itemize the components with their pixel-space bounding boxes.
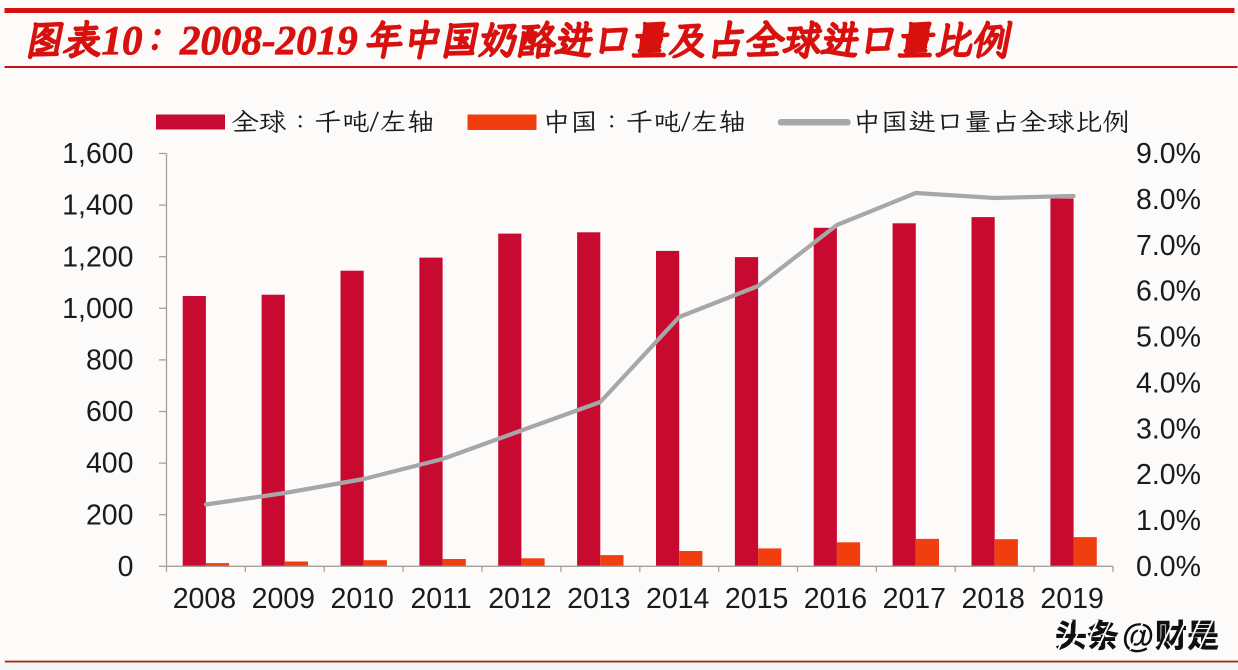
svg-text:2013: 2013 <box>567 583 630 615</box>
svg-text:0.0%: 0.0% <box>1136 551 1201 583</box>
svg-text:@: @ <box>1122 617 1154 654</box>
svg-text:4.0%: 4.0% <box>1136 367 1201 399</box>
svg-text:1,200: 1,200 <box>62 241 133 273</box>
svg-text:2011: 2011 <box>410 583 471 615</box>
svg-text:1,600: 1,600 <box>62 138 133 170</box>
svg-text:1,400: 1,400 <box>62 190 133 222</box>
svg-text:6.0%: 6.0% <box>1136 276 1201 308</box>
svg-text:2.0%: 2.0% <box>1136 459 1201 491</box>
svg-text:800: 800 <box>86 345 134 377</box>
svg-text:3.0%: 3.0% <box>1136 413 1201 445</box>
svg-text:0: 0 <box>118 551 134 583</box>
svg-text:2018: 2018 <box>961 583 1024 615</box>
svg-text:2012: 2012 <box>488 583 551 615</box>
svg-text:8.0%: 8.0% <box>1136 184 1201 216</box>
svg-text:2019: 2019 <box>1040 583 1103 615</box>
svg-text:1,000: 1,000 <box>62 293 133 325</box>
svg-text:2017: 2017 <box>883 583 946 615</box>
svg-text:2010: 2010 <box>330 583 393 615</box>
svg-text:10: 10 <box>102 17 143 63</box>
svg-text:200: 200 <box>86 499 134 531</box>
svg-text:2009: 2009 <box>252 583 315 615</box>
svg-text:2008-2019: 2008-2019 <box>179 17 358 63</box>
svg-text:2014: 2014 <box>646 583 710 615</box>
svg-text:2008: 2008 <box>173 583 236 615</box>
svg-text:7.0%: 7.0% <box>1136 230 1201 262</box>
svg-text:400: 400 <box>86 448 134 480</box>
svg-text:2015: 2015 <box>725 583 788 615</box>
svg-text:9.0%: 9.0% <box>1136 138 1201 170</box>
svg-text:600: 600 <box>86 396 134 428</box>
svg-text:2016: 2016 <box>804 583 867 615</box>
svg-text:1.0%: 1.0% <box>1136 505 1201 537</box>
svg-text:5.0%: 5.0% <box>1136 322 1201 354</box>
